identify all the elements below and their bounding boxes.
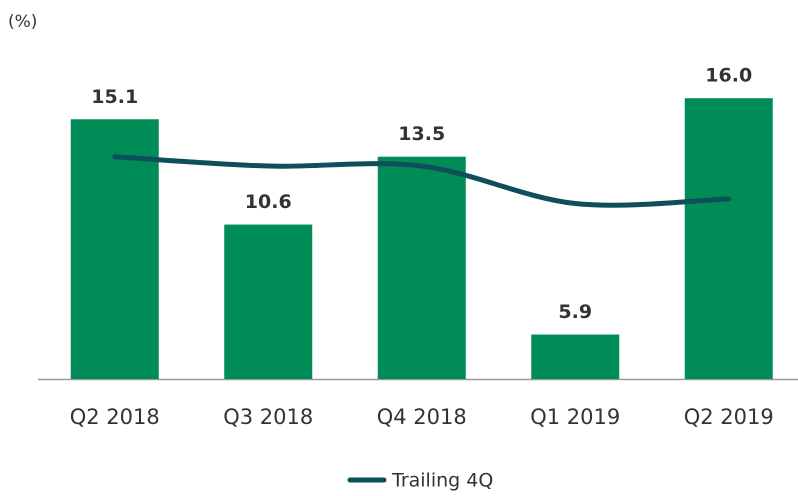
x-tick-label: Q2 2018 [70,405,160,429]
value-label: 15.1 [91,86,138,108]
value-label: 5.9 [558,301,592,323]
trailing-line [112,154,732,208]
bar [224,224,313,379]
unit-label: (%) [8,12,37,32]
bar [531,334,620,379]
value-label: 10.6 [245,191,292,213]
bar [70,119,159,379]
x-tick-label: Q1 2019 [530,405,620,429]
value-label: 16.0 [705,65,752,87]
x-tick-label: Q4 2018 [377,405,467,429]
legend-label: Trailing 4Q [391,470,493,492]
x-tick-label: Q3 2018 [223,405,313,429]
x-tick-label: Q2 2019 [684,405,774,429]
value-label: 13.5 [398,123,445,145]
bar [684,98,773,379]
bar [377,156,466,379]
